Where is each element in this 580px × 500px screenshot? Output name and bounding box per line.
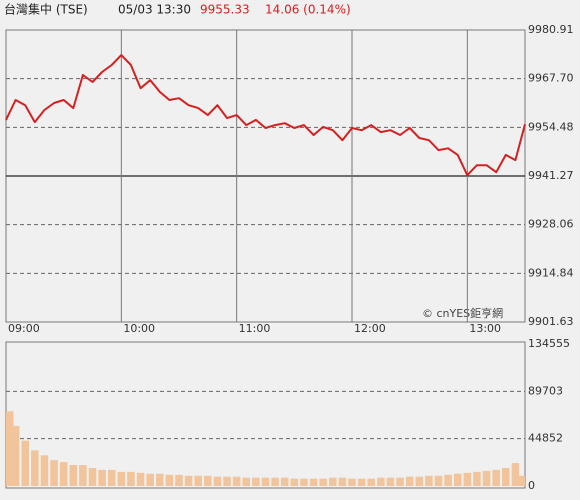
volume-bar: [319, 478, 327, 486]
volume-bar: [367, 478, 375, 486]
volume-bar: [59, 462, 68, 486]
y-tick-label: 134555: [528, 337, 570, 350]
price-line: [5, 54, 526, 177]
watermark: © cnYES鉅亨網: [422, 306, 503, 320]
volume-bar: [377, 477, 385, 486]
x-tick-label: 11:00: [239, 322, 271, 335]
volume-bar: [184, 475, 193, 486]
x-tick-label: 09:00: [8, 322, 40, 335]
y-tick-label: 9901.63: [528, 315, 574, 328]
volume-bar: [434, 475, 443, 486]
volume-bar: [329, 477, 337, 486]
volume-bar: [31, 450, 39, 486]
volume-bar: [396, 477, 404, 486]
volume-bar: [290, 478, 299, 486]
change: 14.06 (0.14%): [265, 3, 351, 17]
volume-bar: [300, 478, 308, 486]
y-tick-label: 9941.27: [528, 169, 574, 182]
volume-bar: [6, 411, 14, 486]
volume-bar: [511, 463, 520, 486]
volume-bar: [309, 478, 318, 486]
y-tick-label: 9954.48: [528, 120, 574, 133]
volume-bar: [175, 474, 183, 486]
volume-bar: [444, 474, 452, 486]
volume-bar: [415, 476, 424, 486]
volume-bar: [517, 475, 525, 486]
volume-bar: [473, 471, 481, 486]
volume-bar: [492, 469, 500, 486]
y-tick-label: 89703: [528, 384, 563, 397]
volume-bar: [40, 455, 49, 486]
volume-bar: [165, 474, 174, 486]
volume-bar: [88, 467, 97, 486]
y-tick-label: 0: [528, 479, 535, 492]
datetime: 05/03 13:30: [118, 3, 191, 17]
volume-bar: [453, 473, 462, 486]
volume-bar: [136, 472, 145, 486]
volume-bar: [271, 477, 279, 486]
volume-bar: [107, 469, 116, 486]
y-tick-label: 9914.84: [528, 266, 574, 279]
volume-bar: [502, 467, 510, 486]
volume-bar: [357, 478, 366, 486]
volume-bar: [232, 476, 241, 486]
volume-bar: [69, 464, 78, 486]
volume-bar: [223, 476, 231, 486]
y-tick-label: 44852: [528, 432, 563, 445]
volume-bar: [21, 440, 29, 486]
volume-bar: [261, 477, 270, 486]
volume-bar: [117, 471, 126, 486]
volume-bar: [280, 477, 289, 486]
volume-bar: [348, 478, 356, 486]
x-tick-label: 10:00: [123, 322, 155, 335]
volume-bar: [50, 460, 58, 486]
volume-bar: [482, 470, 491, 486]
volume-bar: [338, 477, 347, 486]
volume-bar: [463, 472, 472, 486]
volume-bar: [156, 473, 164, 486]
volume-bar: [386, 477, 395, 486]
volume-bar: [98, 469, 106, 486]
x-tick-label: 13:00: [469, 322, 501, 335]
volume-bar: [11, 425, 20, 486]
volume-bar: [242, 477, 251, 486]
volume-bar: [204, 475, 212, 486]
y-tick-label: 9980.91: [528, 23, 574, 36]
volume-bar: [79, 464, 87, 486]
volume-bar: [194, 475, 202, 486]
x-tick-label: 12:00: [354, 322, 386, 335]
y-tick-label: 9928.06: [528, 218, 574, 231]
volume-bar: [252, 477, 260, 486]
volume-bar: [425, 475, 433, 486]
volume-bar: [127, 471, 135, 486]
volume-bar: [213, 476, 222, 486]
y-tick-label: 9967.70: [528, 72, 574, 85]
volume-bar: [405, 476, 414, 486]
volume-bar: [146, 473, 154, 486]
price: 9955.33: [200, 3, 250, 17]
index-name: 台灣集中 (TSE): [4, 2, 88, 17]
